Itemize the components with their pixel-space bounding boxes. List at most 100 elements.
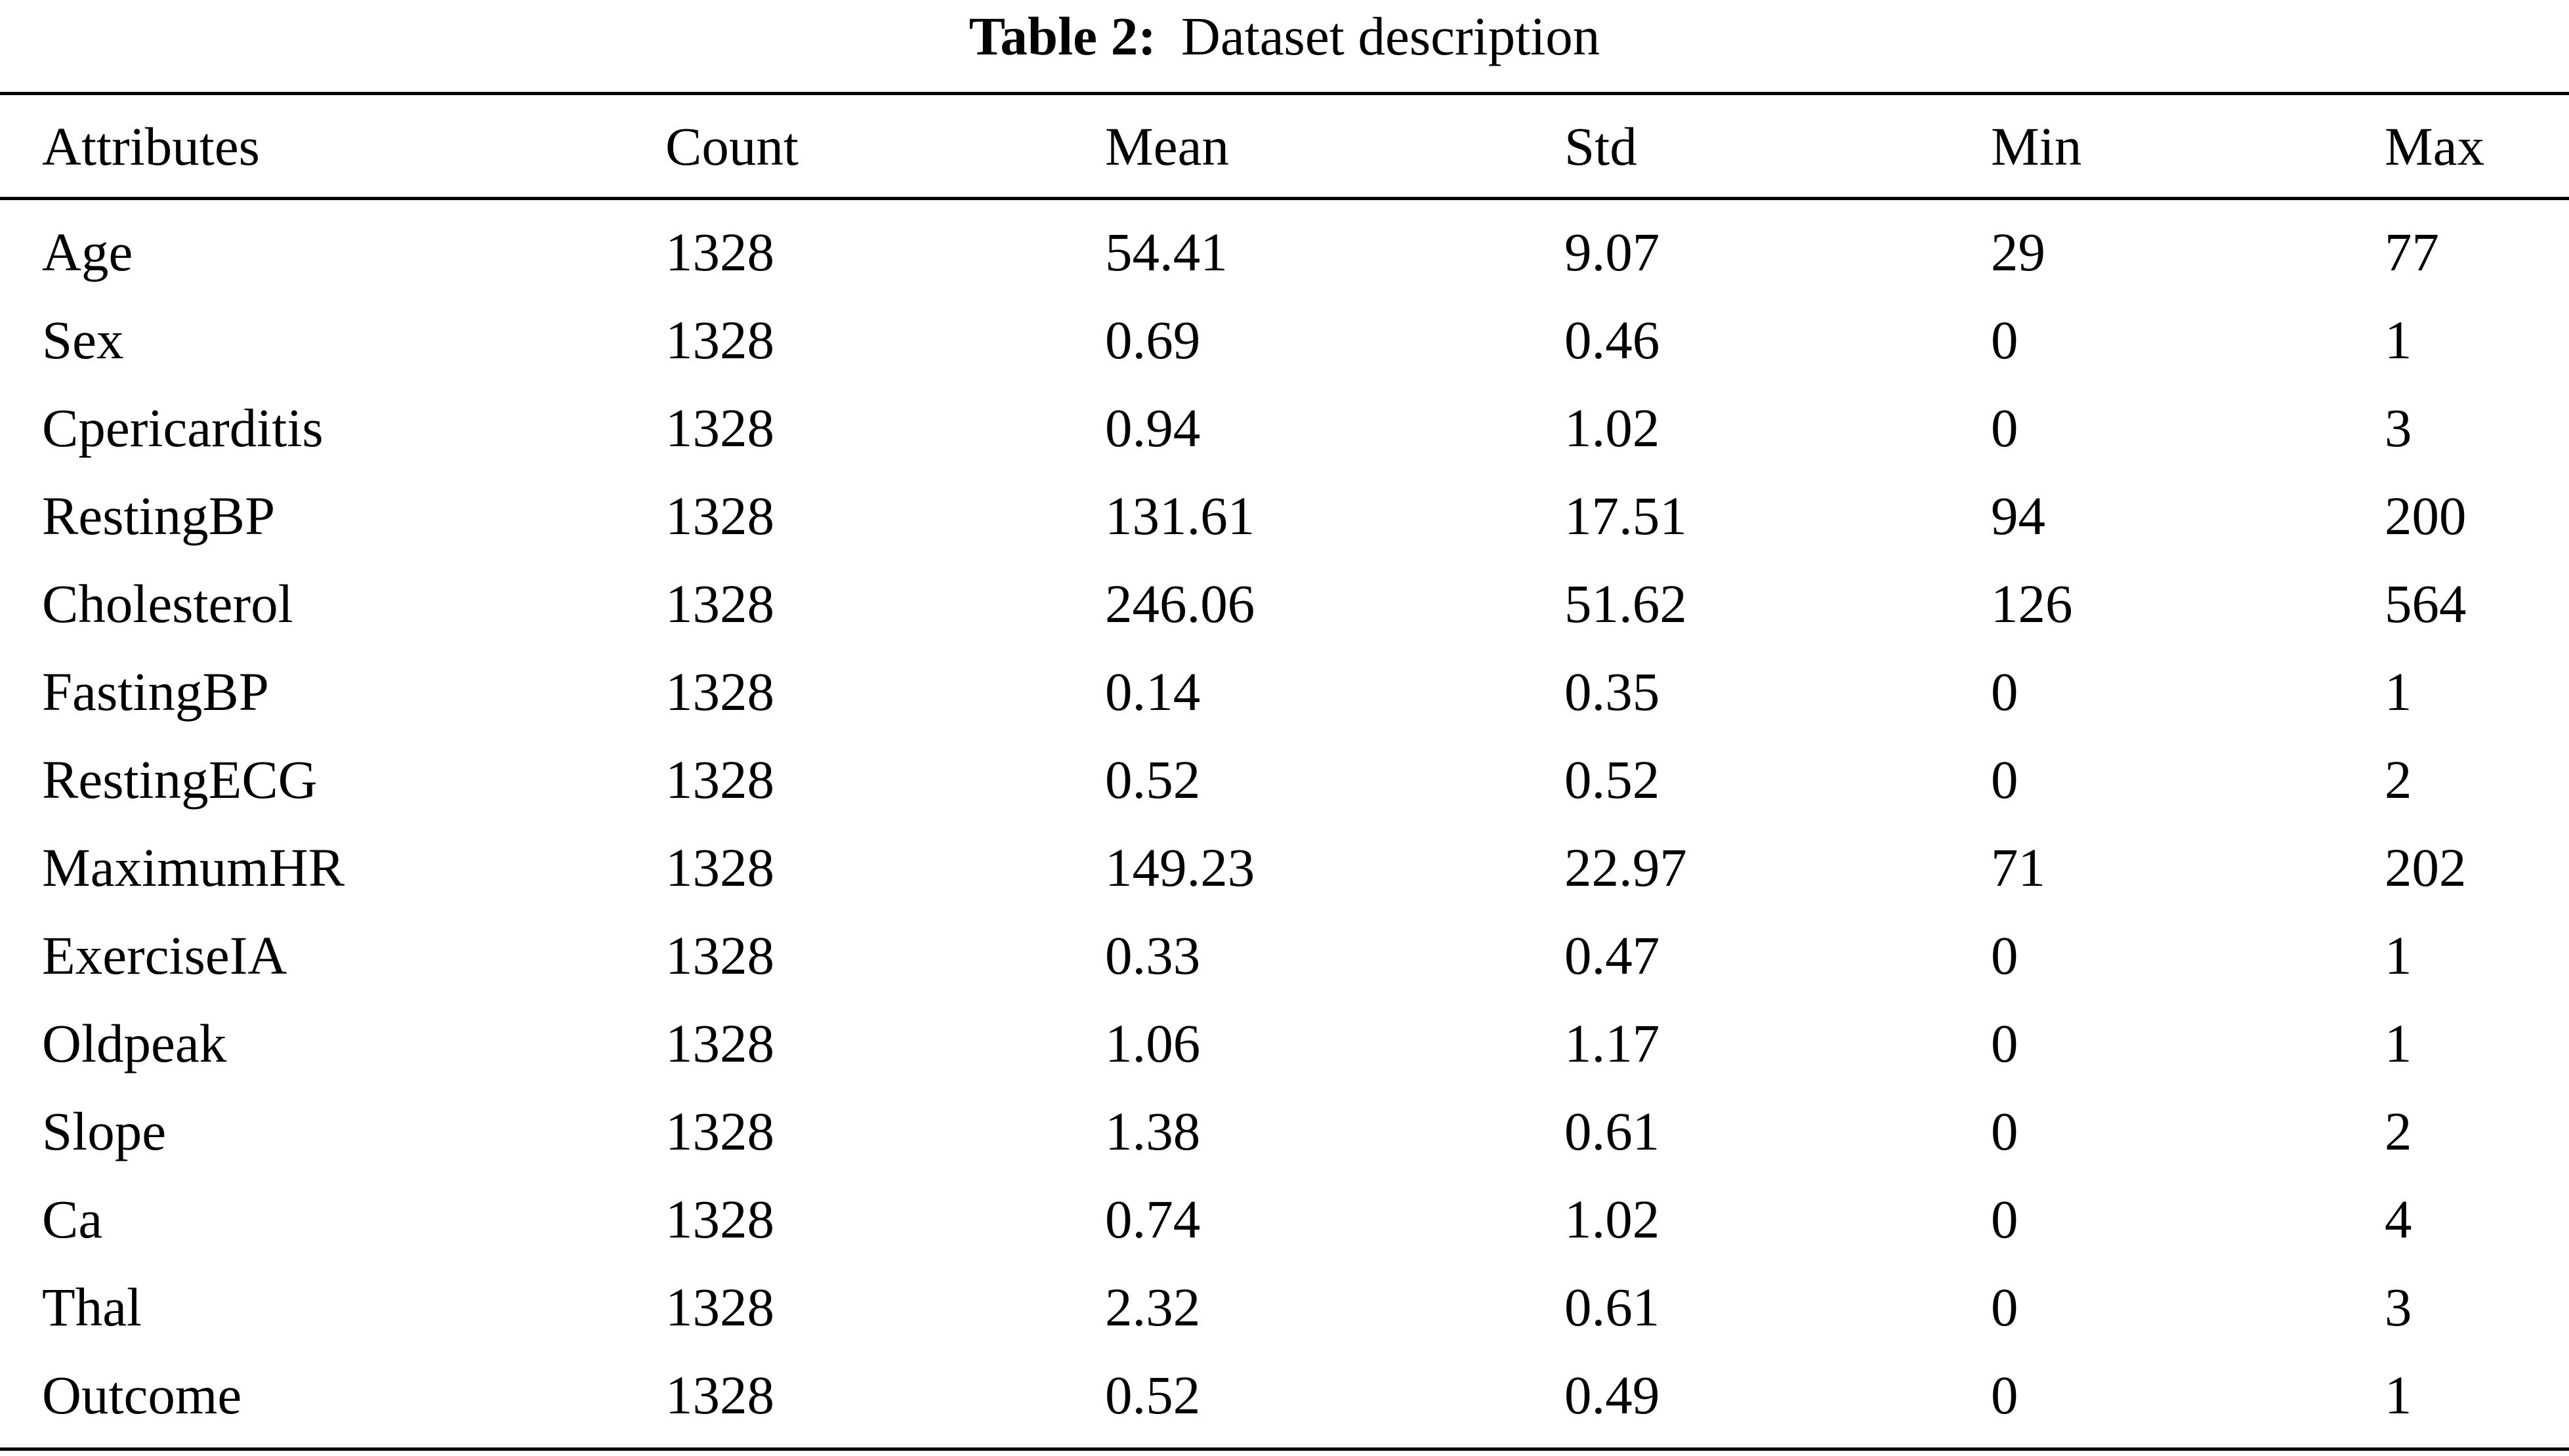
column-header-count: Count bbox=[665, 116, 799, 177]
table-cell-mean: 131.61 bbox=[1105, 486, 1255, 546]
table-cell-mean: 0.14 bbox=[1105, 661, 1201, 722]
table-cell-std: 17.51 bbox=[1564, 486, 1687, 546]
table-cell-min: 0 bbox=[1991, 398, 2018, 458]
table-cell-max: 564 bbox=[2385, 573, 2467, 634]
table-cell-min: 0 bbox=[1991, 925, 2018, 986]
table-cell-attribute: Age bbox=[42, 222, 133, 282]
table-cell-max: 77 bbox=[2385, 222, 2439, 282]
table-cell-std: 51.62 bbox=[1564, 573, 1687, 634]
table-row: Sex 1328 0.69 0.46 0 1 bbox=[0, 296, 2569, 384]
table-cell-attribute: Thal bbox=[42, 1277, 142, 1337]
table-cell-mean: 0.52 bbox=[1105, 749, 1201, 810]
table-row: RestingBP 1328 131.61 17.51 94 200 bbox=[0, 472, 2569, 560]
table-cell-min: 0 bbox=[1991, 310, 2018, 370]
table-cell-count: 1328 bbox=[665, 1365, 774, 1425]
table-row: MaximumHR 1328 149.23 22.97 71 202 bbox=[0, 823, 2569, 911]
table-cell-min: 0 bbox=[1991, 1189, 2018, 1249]
table-cell-mean: 1.38 bbox=[1105, 1101, 1201, 1161]
table-cell-mean: 0.69 bbox=[1105, 310, 1201, 370]
table-row: Age 1328 54.41 9.07 29 77 bbox=[0, 208, 2569, 296]
table-row: Cholesterol 1328 246.06 51.62 126 564 bbox=[0, 560, 2569, 648]
table-row: FastingBP 1328 0.14 0.35 0 1 bbox=[0, 648, 2569, 736]
table-title: Dataset description bbox=[1180, 5, 1600, 66]
table-cell-std: 0.49 bbox=[1564, 1365, 1660, 1425]
table-cell-attribute: Outcome bbox=[42, 1365, 242, 1425]
table-cell-attribute: Ca bbox=[42, 1189, 103, 1249]
table-cell-min: 71 bbox=[1991, 837, 2045, 898]
table-cell-count: 1328 bbox=[665, 486, 774, 546]
table-row: Cpericarditis 1328 0.94 1.02 0 3 bbox=[0, 384, 2569, 472]
table-bottom-rule bbox=[0, 1447, 2569, 1451]
table-row: ExerciseIA 1328 0.33 0.47 0 1 bbox=[0, 911, 2569, 999]
table-cell-std: 9.07 bbox=[1564, 222, 1660, 282]
table-cell-count: 1328 bbox=[665, 661, 774, 722]
table-cell-std: 0.47 bbox=[1564, 925, 1660, 986]
table-cell-min: 126 bbox=[1991, 573, 2073, 634]
table-cell-attribute: Oldpeak bbox=[42, 1013, 227, 1073]
table-cell-std: 22.97 bbox=[1564, 837, 1687, 898]
table-cell-attribute: RestingBP bbox=[42, 486, 276, 546]
column-header-attributes: Attributes bbox=[42, 116, 260, 177]
table-cell-min: 94 bbox=[1991, 486, 2045, 546]
table-cell-max: 1 bbox=[2385, 1013, 2412, 1073]
table-cell-mean: 149.23 bbox=[1105, 837, 1255, 898]
table-cell-std: 1.02 bbox=[1564, 398, 1660, 458]
table-cell-max: 3 bbox=[2385, 398, 2412, 458]
table-cell-std: 1.17 bbox=[1564, 1013, 1660, 1073]
table-cell-max: 1 bbox=[2385, 310, 2412, 370]
table-cell-mean: 246.06 bbox=[1105, 573, 1255, 634]
table-cell-max: 200 bbox=[2385, 486, 2467, 546]
table-cell-attribute: Sex bbox=[42, 310, 124, 370]
table-cell-std: 0.46 bbox=[1564, 310, 1660, 370]
table-cell-mean: 0.74 bbox=[1105, 1189, 1201, 1249]
table-cell-max: 1 bbox=[2385, 661, 2412, 722]
table-header-row: Attributes Count Mean Std Min Max bbox=[0, 102, 2569, 190]
table-cell-attribute: FastingBP bbox=[42, 661, 269, 722]
table-cell-std: 1.02 bbox=[1564, 1189, 1660, 1249]
table-cell-mean: 0.33 bbox=[1105, 925, 1201, 986]
table-cell-mean: 0.52 bbox=[1105, 1365, 1201, 1425]
table-header-rule bbox=[0, 197, 2569, 200]
table-cell-count: 1328 bbox=[665, 398, 774, 458]
table-cell-count: 1328 bbox=[665, 837, 774, 898]
table-cell-max: 3 bbox=[2385, 1277, 2412, 1337]
table-cell-std: 0.35 bbox=[1564, 661, 1660, 722]
column-header-std: Std bbox=[1564, 116, 1637, 177]
table-row: Oldpeak 1328 1.06 1.17 0 1 bbox=[0, 999, 2569, 1087]
table-cell-min: 0 bbox=[1991, 749, 2018, 810]
table-caption: Table 2: Dataset description bbox=[0, 0, 2569, 72]
table-cell-min: 0 bbox=[1991, 661, 2018, 722]
table-cell-mean: 54.41 bbox=[1105, 222, 1228, 282]
table-cell-mean: 0.94 bbox=[1105, 398, 1201, 458]
table-cell-count: 1328 bbox=[665, 1189, 774, 1249]
table-cell-attribute: Cholesterol bbox=[42, 573, 293, 634]
table-cell-min: 29 bbox=[1991, 222, 2045, 282]
table-cell-attribute: RestingECG bbox=[42, 749, 318, 810]
column-header-mean: Mean bbox=[1105, 116, 1229, 177]
table-cell-count: 1328 bbox=[665, 222, 774, 282]
table-cell-count: 1328 bbox=[665, 1277, 774, 1337]
table-cell-min: 0 bbox=[1991, 1101, 2018, 1161]
table-cell-attribute: Slope bbox=[42, 1101, 167, 1161]
table-cell-count: 1328 bbox=[665, 925, 774, 986]
column-header-max: Max bbox=[2385, 116, 2485, 177]
table-cell-count: 1328 bbox=[665, 310, 774, 370]
table-cell-std: 0.61 bbox=[1564, 1277, 1660, 1337]
table-cell-max: 1 bbox=[2385, 1365, 2412, 1425]
table-row: Thal 1328 2.32 0.61 0 3 bbox=[0, 1263, 2569, 1351]
table-cell-count: 1328 bbox=[665, 573, 774, 634]
table-cell-attribute: MaximumHR bbox=[42, 837, 345, 898]
table-cell-max: 2 bbox=[2385, 1101, 2412, 1161]
table-cell-count: 1328 bbox=[665, 749, 774, 810]
table-top-rule bbox=[0, 92, 2569, 95]
table-row: Slope 1328 1.38 0.61 0 2 bbox=[0, 1087, 2569, 1175]
table-cell-max: 202 bbox=[2385, 837, 2467, 898]
table-cell-mean: 1.06 bbox=[1105, 1013, 1201, 1073]
table-number: Table 2: bbox=[969, 5, 1156, 66]
table-row: Outcome 1328 0.52 0.49 0 1 bbox=[0, 1351, 2569, 1439]
table-cell-min: 0 bbox=[1991, 1365, 2018, 1425]
table-cell-min: 0 bbox=[1991, 1013, 2018, 1073]
table-cell-attribute: Cpericarditis bbox=[42, 398, 324, 458]
table-cell-max: 1 bbox=[2385, 925, 2412, 986]
table-cell-std: 0.52 bbox=[1564, 749, 1660, 810]
